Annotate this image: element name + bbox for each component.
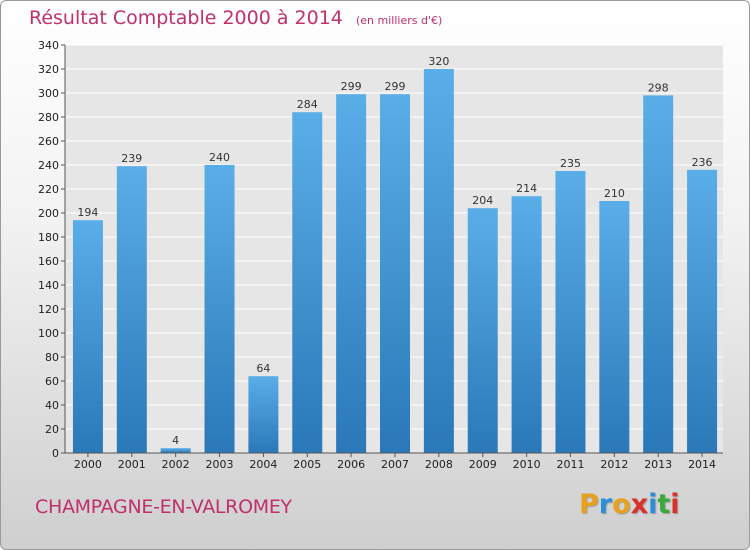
y-tick-label: 300 [38,87,59,100]
value-label-2000: 194 [77,206,98,219]
title-row: Résultat Comptable 2000 à 2014 (en milli… [29,7,442,29]
y-tick-label: 100 [38,327,59,340]
x-tick-label-2010: 2010 [513,458,541,471]
bar-2014 [687,169,718,454]
x-tick-label-2004: 2004 [249,458,277,471]
y-tick-label: 220 [38,183,59,196]
x-tick-label-2012: 2012 [600,458,628,471]
commune-name: CHAMPAGNE-EN-VALROMEY [35,496,292,518]
x-tick-label-2011: 2011 [556,458,584,471]
y-tick-label: 80 [45,351,59,364]
value-label-2014: 236 [692,156,713,169]
value-label-2005: 284 [297,98,318,111]
chart-subtitle: (en milliers d'€) [355,14,443,27]
bar-2009 [467,208,498,453]
y-tick-label: 0 [52,447,59,460]
x-tick-label-2000: 2000 [74,458,102,471]
x-tick-label-2009: 2009 [469,458,497,471]
y-tick-label: 180 [38,231,59,244]
bar-2007 [380,94,410,453]
bar-2002 [160,448,191,453]
brand-letter: P [579,489,599,520]
y-tick-label: 260 [38,135,59,148]
value-label-2013: 298 [648,81,669,94]
x-tick-label-2006: 2006 [337,458,365,471]
value-label-2007: 299 [385,80,406,93]
value-label-2008: 320 [428,55,449,68]
value-label-2002: 4 [172,434,179,447]
brand-letter: o [612,489,631,520]
value-label-2003: 240 [209,151,230,164]
bar-2005 [292,112,323,453]
bar-2004 [248,376,279,453]
bars: 194 239 4 240 64 284 299 299 320 204 214 235 210 298 2… [72,55,718,454]
bar-2012 [599,201,630,453]
x-tick-label-2013: 2013 [644,458,672,471]
bar-2010 [511,196,542,453]
y-tick-label: 60 [45,375,59,388]
x-tick-label-2014: 2014 [688,458,716,471]
x-tick-label-2008: 2008 [425,458,453,471]
y-tick-label: 320 [38,63,59,76]
x-axis-ticks: 2000 2001 2002 2003 2004 2005 2006 2007 2008 2009… [74,453,716,471]
brand-letter: r [598,489,613,520]
y-tick-label: 240 [38,159,59,172]
y-tick-label: 200 [38,207,59,220]
bar-2001 [116,166,147,453]
y-tick-label: 40 [45,399,59,412]
bar-2003 [204,165,235,453]
x-tick-label-2002: 2002 [162,458,190,471]
x-tick-label-2001: 2001 [118,458,146,471]
brand-logo[interactable]: Proxiti [579,489,680,520]
bar-2008 [423,69,454,453]
bar-2011 [555,171,586,453]
bar-2006 [336,94,367,453]
x-tick-label-2007: 2007 [381,458,409,471]
value-label-2011: 235 [560,157,581,170]
value-label-2006: 299 [341,80,362,93]
brand-letter: t [657,489,671,520]
x-tick-label-2003: 2003 [206,458,234,471]
value-label-2012: 210 [604,187,625,200]
y-tick-label: 280 [38,111,59,124]
y-axis-ticks: 0 20 40 60 80 100 120 140 160 180 200 220 240 260 280 3… [38,39,65,460]
brand-letter: x [630,489,649,520]
value-label-2004: 64 [256,362,270,375]
x-tick-label-2005: 2005 [293,458,321,471]
value-label-2001: 239 [121,152,142,165]
y-tick-label: 20 [45,423,59,436]
y-tick-label: 160 [38,255,59,268]
bar-2000 [72,220,103,453]
chart-title: Résultat Comptable 2000 à 2014 [29,7,343,29]
y-tick-label: 340 [38,39,59,52]
value-label-2010: 214 [516,182,537,195]
bar-2013 [643,95,674,454]
y-tick-label: 120 [38,303,59,316]
y-tick-label: 140 [38,279,59,292]
value-label-2009: 204 [472,194,493,207]
brand-letter: i [670,489,680,520]
brand-letter: i [648,489,658,520]
